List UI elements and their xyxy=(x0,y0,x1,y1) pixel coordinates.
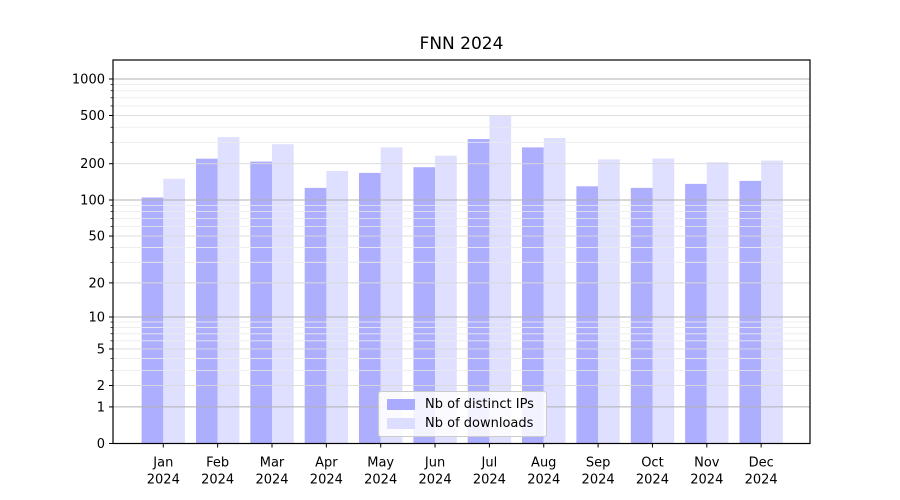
bar-dec-distinct-ips xyxy=(739,180,762,444)
x-tick-year-jun: 2024 xyxy=(419,473,452,488)
y-tick-label-2: 2 xyxy=(97,379,105,394)
x-tick-year-mar: 2024 xyxy=(255,473,288,488)
bar-mar-distinct-ips xyxy=(250,161,272,444)
legend-swatch-distinct-ips xyxy=(387,399,415,410)
bar-sep-distinct-ips xyxy=(576,186,599,444)
x-tick-label-dec: Dec xyxy=(749,456,774,471)
bar-aug-distinct-ips xyxy=(522,147,544,444)
bar-nov-distinct-ips xyxy=(685,183,707,444)
y-tick-label-200: 200 xyxy=(80,157,105,172)
y-tick-label-0: 0 xyxy=(97,437,105,452)
bar-oct-distinct-ips xyxy=(630,187,653,444)
y-tick-label-500: 500 xyxy=(80,109,105,124)
bar-jun-downloads xyxy=(435,155,457,444)
x-tick-year-jul: 2024 xyxy=(473,473,506,488)
legend-item-distinct-ips: Nb of distinct IPs xyxy=(387,398,534,411)
bar-mar-downloads xyxy=(272,144,294,444)
bar-may-distinct-ips xyxy=(359,172,381,444)
bar-dec-downloads xyxy=(761,160,783,444)
bar-sep-downloads xyxy=(598,159,620,444)
y-tick-label-50: 50 xyxy=(88,230,105,245)
bar-jan-downloads xyxy=(163,178,185,444)
x-tick-year-apr: 2024 xyxy=(310,473,343,488)
legend-label-downloads: Nb of downloads xyxy=(425,416,534,431)
y-tick-label-5: 5 xyxy=(97,342,105,357)
axes-box xyxy=(112,59,811,445)
x-tick-label-aug: Aug xyxy=(531,456,556,471)
bar-feb-distinct-ips xyxy=(196,158,218,444)
bar-jan-distinct-ips xyxy=(141,197,164,444)
x-tick-year-may: 2024 xyxy=(364,473,397,488)
x-tick-label-oct: Oct xyxy=(641,456,663,471)
x-tick-label-apr: Apr xyxy=(315,456,338,471)
x-tick-label-jul: Jul xyxy=(481,456,498,471)
x-tick-label-nov: Nov xyxy=(694,456,720,471)
y-tick-label-1000: 1000 xyxy=(72,73,105,88)
y-tick-label-10: 10 xyxy=(88,310,105,325)
x-tick-year-sep: 2024 xyxy=(582,473,615,488)
x-tick-year-oct: 2024 xyxy=(636,473,669,488)
x-tick-label-jan: Jan xyxy=(152,456,173,471)
bar-oct-downloads xyxy=(652,158,675,444)
y-tick-label-100: 100 xyxy=(80,194,105,209)
bar-jul-distinct-ips xyxy=(467,139,490,444)
legend: Nb of distinct IPs Nb of downloads xyxy=(378,391,547,437)
bar-may-downloads xyxy=(380,147,403,444)
x-tick-year-nov: 2024 xyxy=(690,473,723,488)
x-tick-label-feb: Feb xyxy=(206,456,229,471)
legend-swatch-downloads xyxy=(387,418,415,429)
bar-apr-distinct-ips xyxy=(304,187,327,444)
bar-apr-downloads xyxy=(326,171,349,444)
legend-label-distinct-ips: Nb of distinct IPs xyxy=(425,397,534,412)
legend-item-downloads: Nb of downloads xyxy=(387,417,534,430)
x-tick-label-jun: Jun xyxy=(424,456,445,471)
chart-title: FNN 2024 xyxy=(419,34,504,54)
bar-feb-downloads xyxy=(217,137,240,444)
bar-nov-downloads xyxy=(706,162,729,444)
x-tick-label-sep: Sep xyxy=(586,456,611,471)
x-tick-year-feb: 2024 xyxy=(201,473,234,488)
x-tick-label-may: May xyxy=(367,456,394,471)
x-tick-year-jan: 2024 xyxy=(147,473,180,488)
y-tick-label-20: 20 xyxy=(88,276,105,291)
bar-jul-downloads xyxy=(489,115,512,444)
x-tick-year-dec: 2024 xyxy=(745,473,778,488)
y-tick-label-1: 1 xyxy=(97,400,105,415)
bar-aug-downloads xyxy=(543,138,566,444)
x-tick-year-aug: 2024 xyxy=(527,473,560,488)
x-tick-label-mar: Mar xyxy=(260,456,285,471)
